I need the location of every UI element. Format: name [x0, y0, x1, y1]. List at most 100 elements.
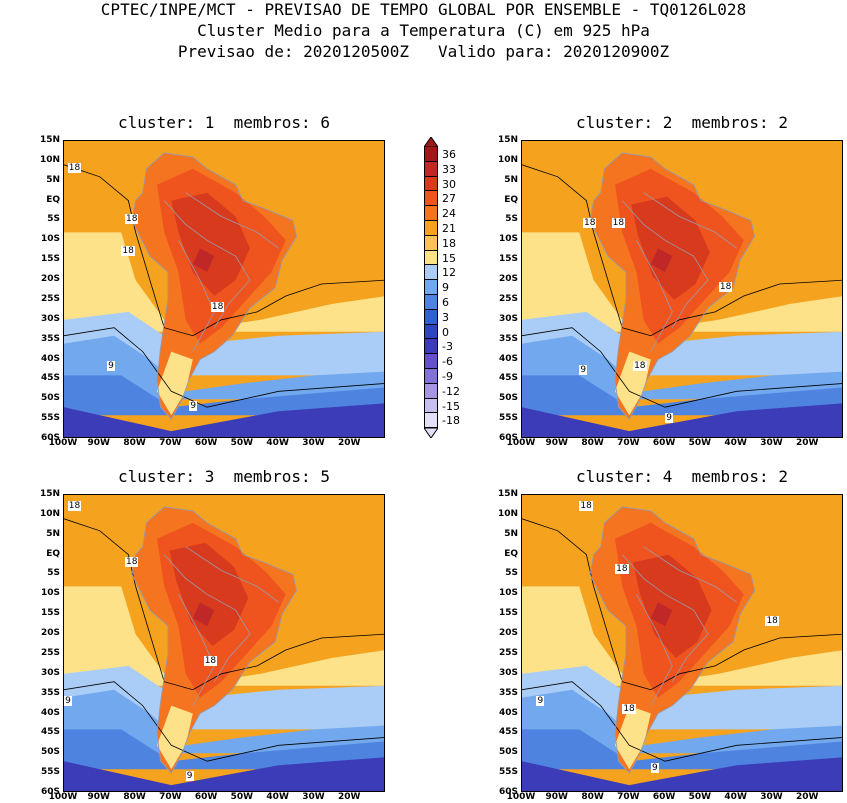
panel-title-3: cluster: 3 membros: 5 [118, 467, 330, 486]
lat-tick-label: 5N [46, 528, 60, 539]
lon-tick-label: 90W [87, 792, 110, 802]
lat-tick-label: 15S [40, 608, 60, 619]
contour-label: 18 [121, 246, 135, 257]
colorbar-swatch [424, 413, 438, 429]
lat-tick-label: 55S [498, 767, 518, 778]
colorbar-label: -3 [442, 340, 453, 354]
lat-tick-label: 5N [504, 528, 518, 539]
colorbar-label: 30 [442, 177, 456, 191]
lat-tick-label: 35S [40, 333, 60, 344]
lon-tick-label: 20W [337, 438, 361, 448]
lat-tick-label: 45S [40, 727, 60, 738]
lat-tick-label: 15S [498, 608, 518, 619]
lat-tick-label: 15N [39, 489, 60, 499]
contour-label: 18 [203, 655, 218, 666]
lat-tick-label: 35S [498, 333, 518, 344]
lat-tick-label: 10N [497, 154, 518, 165]
colorbar-label: -18 [442, 414, 460, 428]
lat-tick-label: 60S [498, 433, 518, 443]
lat-tick-label: 20S [498, 628, 518, 639]
lat-tick-label: 10S [498, 588, 518, 599]
colorbar-swatch [424, 191, 438, 207]
lon-tick-label: 80W [581, 438, 604, 448]
lon-tick-label: 30W [302, 792, 325, 802]
colorbar-swatch [424, 147, 438, 162]
header-line-1: CPTEC/INPE/MCT - PREVISAO DE TEMPO GLOBA… [100, 0, 747, 19]
colorbar-swatch [424, 206, 438, 221]
map-panel-2 [521, 140, 843, 438]
contour-label: 18 [622, 703, 636, 714]
lon-tick-label: 20W [337, 792, 361, 802]
map-panel-1 [63, 140, 385, 438]
lat-tick-label: EQ [46, 194, 60, 205]
map-panel-4 [521, 494, 843, 792]
lat-tick-label: 30S [40, 313, 60, 324]
colorbar-label: 36 [442, 148, 456, 161]
lon-tick-label: 80W [581, 792, 604, 802]
lat-tick-label: 5N [46, 174, 60, 185]
temperature-field-2 [522, 141, 842, 437]
contour-label: 18 [67, 162, 82, 173]
lat-tick-label: 20S [498, 274, 518, 285]
lat-tick-label: EQ [504, 548, 518, 559]
lat-tick-label: 35S [498, 687, 518, 698]
lat-tick-label: 50S [498, 747, 518, 758]
lon-tick-label: 80W [123, 438, 146, 448]
colorbar-swatch [424, 235, 438, 251]
lat-tick-label: 5S [47, 214, 60, 225]
lon-tick-label: 70W [617, 438, 640, 448]
contour-label: 18 [67, 500, 82, 511]
lat-tick-label: EQ [504, 194, 518, 205]
panel-title-1: cluster: 1 membros: 6 [118, 113, 330, 132]
lat-tick-label: 30S [498, 667, 518, 678]
lon-tick-label: 80W [123, 792, 146, 802]
contour-label: 9 [579, 365, 588, 376]
lat-tick-label: 30S [40, 667, 60, 678]
lon-tick-label: 30W [760, 792, 783, 802]
lat-tick-label: 10N [39, 508, 60, 519]
contour-label: 18 [718, 282, 733, 292]
lat-tick-label: 45S [40, 373, 60, 384]
colorbar-label: -15 [442, 399, 460, 413]
lat-tick-label: 50S [40, 747, 60, 758]
lon-tick-label: 100W [48, 792, 78, 802]
colorbar-label: 15 [442, 251, 456, 265]
lon-tick-label: 70W [159, 792, 182, 802]
lat-tick-label: 5S [505, 568, 518, 579]
colorbar-top-arrow [424, 137, 438, 147]
colorbar-swatch [424, 250, 438, 266]
colorbar-swatch [424, 176, 438, 192]
colorbar-swatch [424, 354, 438, 369]
lon-tick-label: 40W [724, 438, 747, 448]
colorbar-label: -6 [442, 355, 453, 369]
lat-tick-label: 10S [498, 234, 518, 245]
colorbar-swatch [424, 161, 438, 177]
lat-tick-label: 45S [498, 373, 518, 384]
contour-label: 18 [615, 564, 629, 575]
contour-label: 9 [185, 771, 194, 782]
contour-label: 18 [210, 301, 225, 312]
lon-tick-label: 30W [302, 438, 325, 448]
lon-tick-label: 50W [230, 438, 254, 448]
temperature-field-3 [64, 495, 384, 791]
lat-tick-label: 55S [40, 413, 60, 424]
lat-tick-label: 5S [505, 214, 518, 225]
lat-tick-label: 5N [504, 174, 518, 185]
lat-tick-label: 20S [40, 274, 60, 285]
colorbar-label: 9 [442, 281, 449, 295]
lat-tick-label: 50S [498, 393, 518, 404]
contour-label: 9 [665, 413, 673, 424]
lon-tick-label: 40W [266, 792, 289, 802]
lat-tick-label: 40S [40, 353, 60, 364]
contour-label: 9 [189, 401, 198, 412]
colorbar-swatch [424, 339, 438, 355]
contour-label: 18 [611, 218, 626, 229]
lon-tick-label: 60W [194, 792, 218, 802]
header-line-2: Cluster Medio para a Temperatura (C) em … [197, 21, 650, 40]
lon-tick-label: 60W [652, 792, 676, 802]
lon-tick-label: 70W [617, 792, 640, 802]
lon-tick-label: 90W [545, 792, 568, 802]
lat-tick-label: 10S [40, 588, 60, 599]
lon-tick-label: 70W [159, 438, 182, 448]
colorbar-swatch [424, 309, 438, 325]
